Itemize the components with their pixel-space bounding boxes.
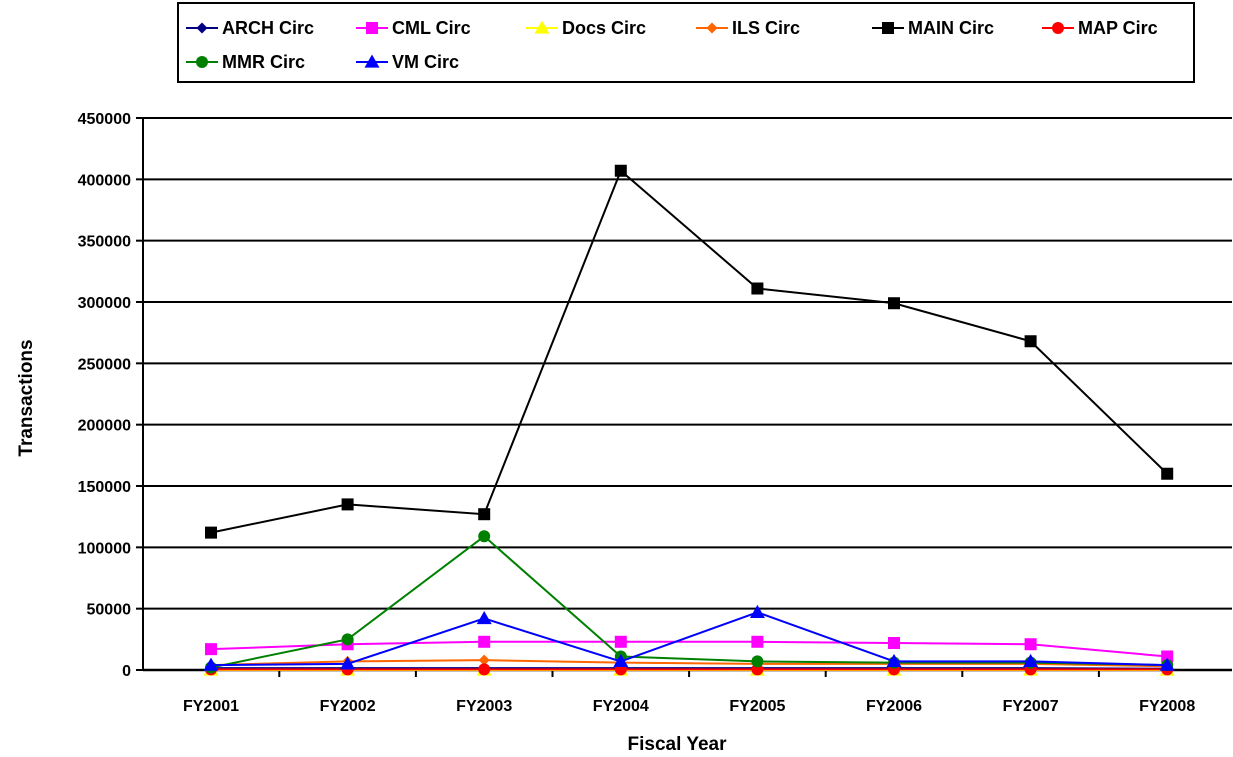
data-point — [613, 653, 629, 668]
data-point — [205, 643, 217, 656]
axes: 0 50000 100000 150000 200000 250000 300000 3500… — [78, 111, 1232, 715]
data-point — [478, 530, 491, 543]
data-point — [614, 164, 627, 177]
legend-entry: CML Circ — [356, 18, 471, 38]
data-point — [749, 604, 765, 618]
x-tick-label: FY2008 — [1139, 698, 1195, 715]
series-line — [210, 659, 1168, 668]
y-tick-label: 200000 — [78, 418, 131, 435]
data-point — [478, 654, 490, 666]
series-line — [211, 667, 1168, 670]
legend-marker — [364, 54, 380, 68]
y-tick-label: 50000 — [87, 602, 132, 619]
series-line — [210, 640, 1168, 658]
data-point — [1161, 650, 1174, 663]
data-point — [1023, 653, 1039, 668]
legend-label: MAP Circ — [1078, 18, 1158, 38]
legend-marker — [196, 56, 208, 68]
data-point — [751, 282, 764, 295]
legend-entry: MAIN Circ — [872, 18, 994, 38]
y-tick-label: 450000 — [78, 111, 131, 128]
legend-entry: Docs Circ — [526, 18, 646, 38]
legend-entry: VM Circ — [356, 52, 459, 72]
y-tick-label: 300000 — [78, 295, 131, 312]
data-point — [1024, 335, 1037, 348]
legend-label: CML Circ — [392, 18, 471, 38]
data-point — [341, 633, 354, 646]
legend-entry: MMR Circ — [186, 52, 305, 72]
legend-marker — [534, 20, 550, 34]
data-point — [751, 635, 764, 648]
x-tick-label: FY2005 — [729, 698, 785, 715]
x-tick-label: FY2001 — [183, 698, 239, 715]
data-point — [476, 610, 492, 625]
data-point — [888, 297, 900, 310]
data-point — [888, 637, 900, 650]
data-point — [205, 526, 217, 539]
legend-entry: ILS Circ — [696, 18, 800, 38]
legend-label: VM Circ — [392, 52, 459, 72]
series-line — [210, 535, 1168, 669]
y-tick-label: 350000 — [78, 234, 131, 251]
y-tick-label: 150000 — [78, 479, 131, 496]
x-tick-label: FY2003 — [456, 698, 512, 715]
data-point — [478, 663, 491, 676]
data-point — [751, 655, 764, 668]
y-tick-label: 100000 — [78, 540, 131, 557]
x-tick-label: FY2002 — [320, 698, 376, 715]
gridlines — [143, 117, 1232, 610]
legend-label: ARCH Circ — [222, 18, 314, 38]
series-mmr-circ — [205, 530, 1174, 674]
data-point — [203, 657, 219, 671]
data-point — [886, 653, 902, 668]
y-tick-label: 400000 — [78, 172, 131, 189]
y-tick-label: 250000 — [78, 356, 131, 373]
legend-marker — [196, 22, 208, 34]
y-axis-title: Transactions — [16, 339, 37, 456]
data-point — [614, 635, 627, 648]
data-point — [340, 656, 356, 670]
legend-marker — [706, 22, 718, 34]
data-point — [478, 635, 491, 648]
legend-label: ILS Circ — [732, 18, 800, 38]
legend-marker — [882, 22, 894, 34]
x-tick-label: FY2007 — [1003, 698, 1059, 715]
x-axis-title: Fiscal Year — [628, 734, 728, 755]
legend-label: MMR Circ — [222, 52, 305, 72]
series-main-circ — [205, 164, 1174, 539]
x-tick-label: FY2006 — [866, 698, 922, 715]
legend: ARCH Circ CML Circ Docs Circ ILS Circ MAIN C… — [177, 2, 1195, 83]
data-point — [1161, 467, 1174, 480]
x-tick-label: FY2004 — [593, 698, 649, 715]
legend-box — [177, 2, 1195, 83]
data-point — [1024, 638, 1037, 651]
data-point — [1159, 657, 1175, 671]
legend-label: Docs Circ — [562, 18, 646, 38]
series-line — [210, 611, 1168, 667]
legend-marker — [1052, 22, 1064, 34]
data-point — [341, 498, 354, 511]
series-line — [210, 169, 1168, 534]
legend-entry: ARCH Circ — [186, 18, 314, 38]
series-lines — [203, 164, 1175, 676]
legend-entry: MAP Circ — [1042, 18, 1158, 38]
legend-marker — [366, 22, 378, 34]
y-tick-label: 0 — [122, 663, 131, 680]
data-point — [478, 508, 491, 521]
series-vm-circ — [203, 604, 1175, 671]
legend-label: MAIN Circ — [908, 18, 994, 38]
